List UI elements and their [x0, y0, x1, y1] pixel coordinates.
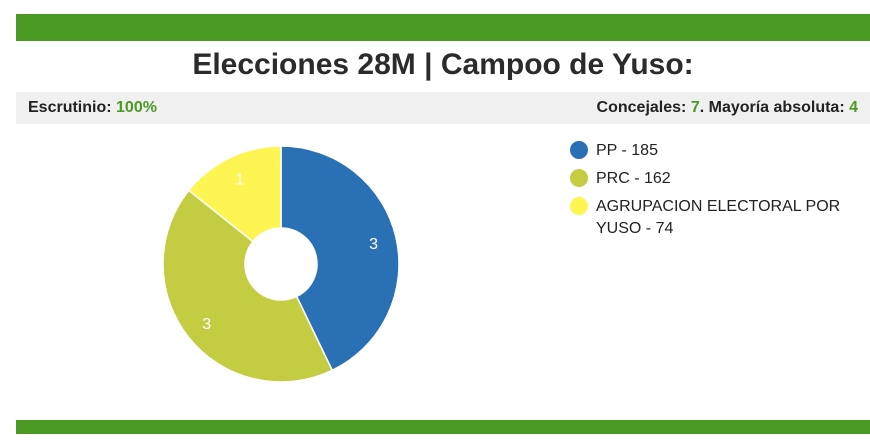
pie-slice-pp: [280, 145, 400, 372]
page-title: Elecciones 28M | Campoo de Yuso:: [192, 48, 694, 81]
top-green-bar: [16, 14, 870, 41]
scrutiny-info: Escrutinio: 100%: [28, 99, 157, 117]
legend-label: PRC - 162: [596, 170, 671, 187]
legend-item[interactable]: PP - 185: [570, 140, 870, 162]
councillors-label: Concejales:: [596, 99, 687, 116]
legend-color-dot: [570, 141, 588, 159]
majority-value: 4: [849, 99, 858, 116]
legend-item[interactable]: AGRUPACION ELECTORAL POR YUSO - 74: [570, 196, 870, 240]
legend-label: PP - 185: [596, 142, 658, 159]
bottom-green-bar: [16, 420, 870, 434]
slice-label: 3: [369, 236, 378, 253]
scrutiny-label: Escrutinio:: [28, 99, 112, 116]
info-row: Escrutinio: 100% Concejales: 7. Mayoría …: [16, 92, 870, 124]
councillors-value: 7: [690, 99, 700, 116]
legend-label: AGRUPACION ELECTORAL POR YUSO - 74: [596, 198, 841, 237]
seats-donut-chart: 3 3 1: [162, 145, 400, 383]
legend-color-dot: [570, 169, 588, 187]
chart-legend: PP - 185 PRC - 162 AGRUPACION ELECTORAL PO…: [570, 140, 870, 246]
legend-item[interactable]: PRC - 162: [570, 168, 870, 190]
scrutiny-value: 100%: [116, 99, 157, 116]
pie-slice-agrupacion-electoral-por-yuso: [187, 145, 282, 243]
legend-color-dot: [570, 197, 588, 215]
slice-label: 1: [235, 171, 244, 188]
pie-slice-prc: [162, 189, 334, 383]
councillors-info: Concejales: 7. Mayoría absoluta: 4: [597, 99, 858, 117]
slice-label: 3: [202, 316, 211, 333]
majority-label: . Mayoría absoluta:: [699, 99, 845, 116]
